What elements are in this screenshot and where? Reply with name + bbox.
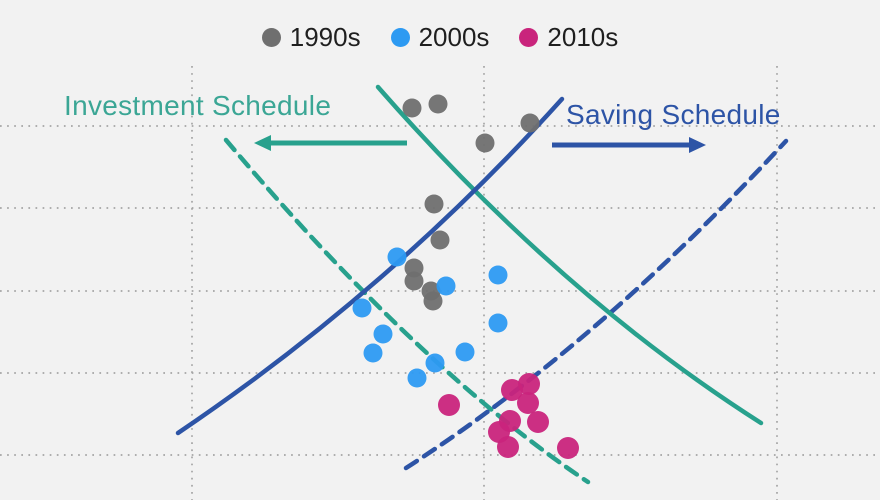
point-1990s [424, 194, 444, 214]
point-2010s [501, 379, 523, 401]
point-2010s [497, 436, 519, 458]
point-2010s [517, 392, 539, 414]
legend-item-2000s[interactable]: 2000s [390, 22, 490, 52]
legend-dot-2000s [390, 27, 410, 47]
point-1990s [520, 113, 540, 133]
point-1990s [404, 258, 424, 278]
point-2000s [363, 343, 383, 363]
point-2000s [455, 342, 475, 362]
point-1990s [428, 94, 448, 114]
point-2010s [518, 373, 540, 395]
point-2010s [527, 411, 549, 433]
point-1990s [475, 133, 495, 153]
saving-schedule-label: Saving Schedule [566, 99, 781, 130]
investment-shift-arrow-head-icon [254, 135, 271, 151]
point-2010s [438, 394, 460, 416]
point-1990s [423, 291, 443, 311]
saving-schedule-curve [175, 96, 565, 436]
legend-item-1990s[interactable]: 1990s [261, 22, 361, 52]
point-2000s [373, 324, 393, 344]
chart-legend: 1990s 2000s 2010s [0, 24, 880, 50]
legend-item-2010s[interactable]: 2010s [519, 24, 618, 50]
point-2000s [407, 368, 427, 388]
point-1990s [430, 230, 450, 250]
point-1990s [402, 98, 422, 118]
legend-label-1990s: 1990s [289, 22, 361, 52]
point-2000s [488, 265, 508, 285]
point-2000s [425, 353, 445, 373]
point-2010s [557, 437, 579, 459]
investment-schedule-label: Investment Schedule [64, 90, 332, 121]
point-2000s [352, 298, 372, 318]
investment-schedule-shifted-curve [223, 137, 591, 485]
saving-schedule-shifted-curve [403, 138, 789, 471]
investment-schedule-curve [375, 84, 764, 426]
legend-dot-2010s [519, 27, 539, 47]
legend-dot-1990s [261, 27, 281, 47]
saving-shift-arrow-head-icon [689, 137, 706, 153]
legend-label-2010s: 2010s [547, 22, 619, 52]
legend-label-2000s: 2000s [418, 22, 490, 52]
point-2000s [387, 247, 407, 267]
point-1990s [404, 271, 424, 291]
point-2000s [488, 313, 508, 333]
point-2010s [499, 410, 521, 432]
point-2000s [436, 276, 456, 296]
